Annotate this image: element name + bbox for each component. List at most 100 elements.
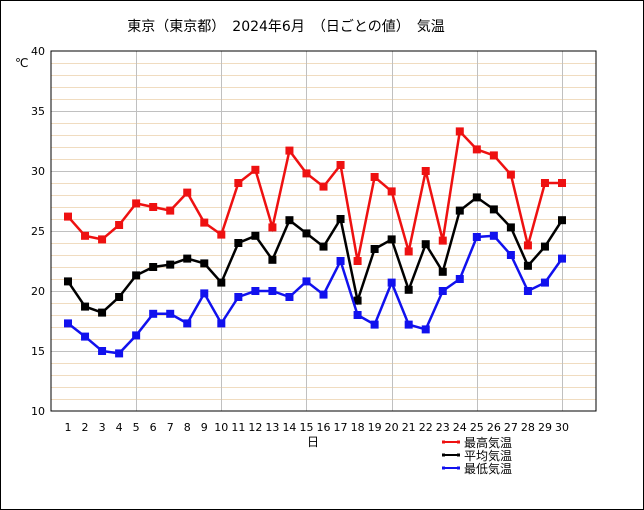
data-point (558, 216, 566, 225)
x-tick-label: 8 (184, 421, 191, 434)
data-point (268, 287, 277, 295)
y-tick-label: 35 (31, 105, 45, 118)
data-point (438, 287, 447, 295)
x-tick-label: 27 (504, 421, 518, 434)
data-point (132, 331, 141, 340)
x-tick-label: 18 (351, 421, 365, 434)
series-line (67, 234, 564, 355)
data-point (353, 296, 362, 305)
data-point (285, 293, 294, 301)
x-tick-label: 10 (214, 421, 228, 434)
data-point (234, 293, 243, 301)
x-tick-label: 24 (453, 421, 467, 434)
x-tick-label: 13 (265, 421, 279, 434)
data-point (200, 218, 209, 227)
data-point (472, 233, 481, 241)
legend-label: 最低気温 (464, 461, 512, 476)
data-point (336, 215, 345, 223)
data-point (438, 267, 447, 276)
x-tick-label: 28 (521, 421, 535, 434)
data-point (540, 242, 549, 251)
data-point (506, 170, 515, 179)
data-point (98, 235, 107, 244)
data-point (523, 241, 532, 250)
data-point (353, 311, 362, 319)
data-point (302, 277, 311, 286)
data-point (166, 206, 175, 215)
y-tick-label: 25 (31, 225, 45, 238)
data-point (421, 325, 430, 334)
data-point (251, 165, 260, 174)
data-point (370, 173, 379, 181)
legend-label: 最高気温 (464, 435, 512, 450)
data-point (472, 193, 481, 202)
data-point (64, 319, 72, 328)
data-point (234, 239, 243, 247)
data-point (523, 261, 532, 270)
data-point (387, 235, 396, 244)
x-tick-label: 23 (436, 421, 450, 434)
data-point (166, 309, 175, 318)
chart-title: 東京（東京都） 2024年6月 （日ごとの値） 気温 (127, 19, 444, 35)
data-point (438, 236, 447, 245)
x-tick-label: 30 (555, 421, 569, 434)
data-point (115, 349, 124, 358)
data-point (81, 231, 90, 240)
legend-marker (442, 466, 445, 470)
x-tick-label: 22 (419, 421, 433, 434)
legend-marker (457, 453, 460, 457)
x-tick-label: 11 (231, 421, 245, 434)
data-point (268, 255, 277, 264)
data-point (115, 293, 124, 301)
data-point (183, 319, 192, 328)
data-point (506, 223, 515, 232)
x-tick-label: 3 (99, 421, 106, 434)
legend-label: 平均気温 (464, 448, 512, 463)
data-point (540, 179, 549, 187)
x-axis-label: 日 (307, 435, 319, 449)
x-tick-label: 4 (116, 421, 123, 434)
y-tick-label: 40 (31, 45, 45, 58)
data-point (455, 206, 464, 215)
x-tick-label: 20 (385, 421, 399, 434)
data-point (421, 167, 430, 175)
data-point (506, 251, 515, 259)
data-point (404, 285, 413, 294)
data-point (455, 275, 464, 283)
y-tick-label: 20 (31, 285, 45, 298)
data-point (251, 231, 260, 240)
data-point (64, 212, 72, 221)
data-point (353, 257, 362, 265)
data-point (251, 287, 260, 295)
data-point (336, 257, 345, 265)
y-tick-label: 15 (31, 345, 45, 358)
data-point (387, 187, 396, 196)
x-tick-label: 1 (65, 421, 72, 434)
data-point (370, 245, 379, 253)
data-point (149, 263, 158, 271)
x-tick-label: 26 (487, 421, 501, 434)
data-point (285, 216, 294, 225)
x-tick-label: 6 (150, 421, 157, 434)
data-point (540, 278, 549, 287)
data-point (149, 309, 158, 318)
x-tick-label: 21 (402, 421, 416, 434)
data-point (217, 230, 226, 239)
data-point (523, 287, 532, 295)
data-point (489, 151, 498, 160)
x-tick-label: 2 (82, 421, 89, 434)
data-point (421, 240, 430, 249)
data-point (489, 205, 498, 214)
data-point (472, 145, 481, 154)
data-point (268, 223, 277, 232)
legend-marker (457, 466, 460, 470)
data-point (149, 203, 158, 211)
data-point (132, 199, 141, 208)
x-tick-label: 14 (282, 421, 296, 434)
data-point (302, 229, 311, 238)
x-tick-label: 5 (133, 421, 140, 434)
x-tick-label: 17 (334, 421, 348, 434)
legend-marker (442, 453, 445, 457)
data-point (115, 221, 124, 229)
